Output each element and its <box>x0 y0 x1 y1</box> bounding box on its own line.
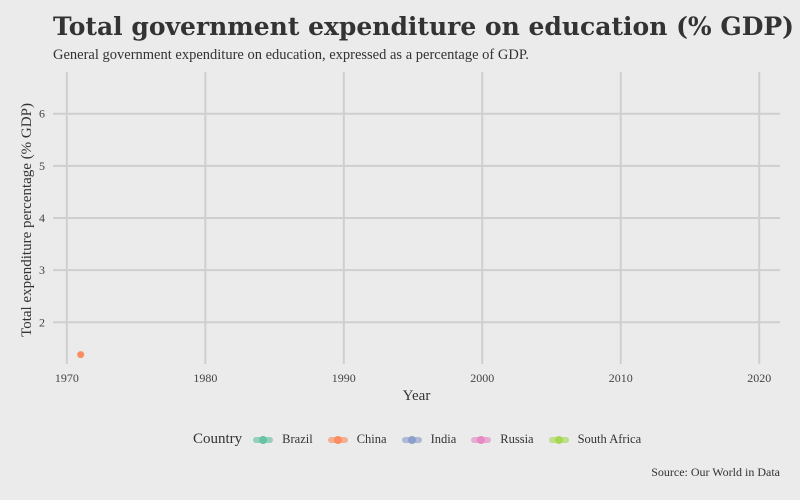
y-tick-label: 5 <box>39 159 45 173</box>
legend-label: China <box>356 432 387 446</box>
legend-key-icon <box>470 434 492 446</box>
chart-title: Total government expenditure on educatio… <box>53 12 795 41</box>
legend-item: South Africa <box>548 432 642 447</box>
legend: Country Brazil China India Russia South Afri… <box>193 431 655 448</box>
legend-label: Brazil <box>282 432 313 446</box>
x-tick-label: 2020 <box>747 371 771 385</box>
x-tick-label: 2000 <box>470 371 494 385</box>
x-tick-label: 1980 <box>193 371 217 385</box>
legend-label: Russia <box>500 432 534 446</box>
x-tick-label: 1970 <box>55 371 79 385</box>
legend-item: India <box>401 432 457 447</box>
legend-title: Country <box>193 431 243 447</box>
y-tick-label: 4 <box>39 211 45 225</box>
y-axis-label: Total expenditure percentage (% GDP) <box>19 103 35 337</box>
x-tick-label: 1990 <box>332 371 356 385</box>
data-point <box>77 351 85 359</box>
legend-item: Brazil <box>252 432 313 447</box>
legend-key-icon <box>548 434 570 446</box>
legend-key-icon <box>327 434 349 446</box>
legend-key-icon <box>252 434 274 446</box>
y-tick-label: 2 <box>39 315 45 329</box>
legend-item: Russia <box>470 432 534 447</box>
legend-label: South Africa <box>577 432 642 446</box>
legend-label: India <box>430 432 457 446</box>
legend-key-icon <box>401 434 423 446</box>
y-tick-label: 3 <box>39 263 45 277</box>
y-tick-label: 6 <box>39 107 45 121</box>
chart-subtitle: General government expenditure on educat… <box>53 47 529 63</box>
x-tick-label: 2010 <box>609 371 633 385</box>
x-axis-label: Year <box>403 388 431 404</box>
legend-item: China <box>327 432 387 447</box>
source-caption: Source: Our World in Data <box>651 465 780 479</box>
